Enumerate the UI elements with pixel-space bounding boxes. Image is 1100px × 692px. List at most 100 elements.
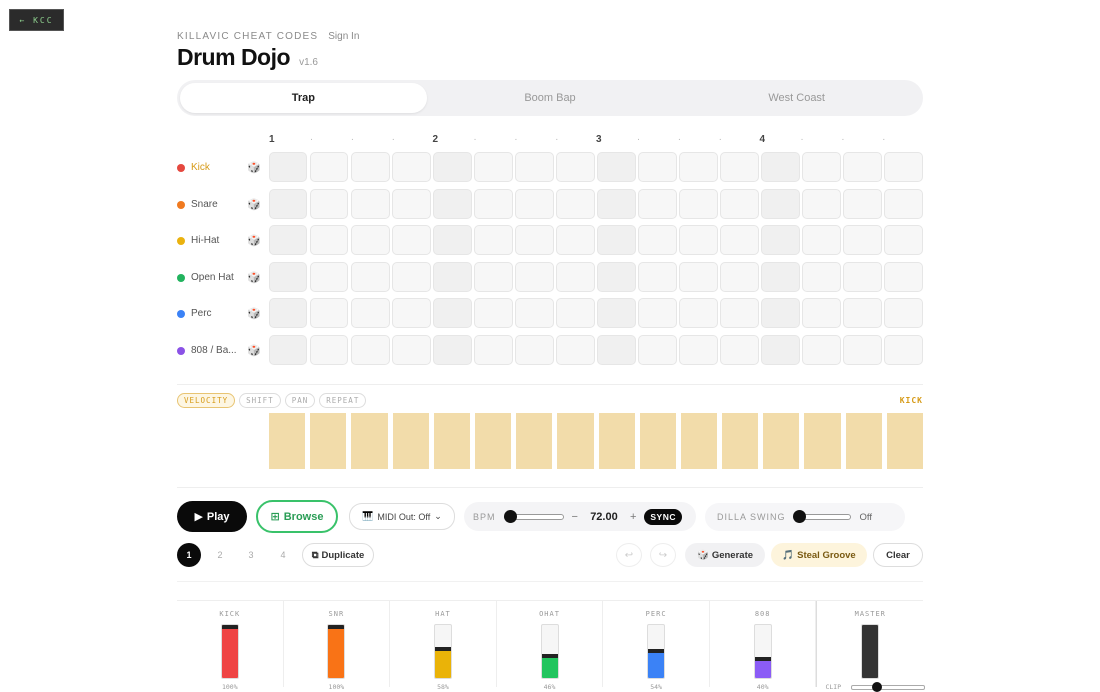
velocity-bar[interactable] [639,413,676,469]
step-cell[interactable] [515,152,554,182]
step-cell[interactable] [556,298,595,329]
step-cell[interactable] [679,261,718,292]
step-cell[interactable] [802,188,841,219]
velocity-bar[interactable] [845,413,882,469]
step-cell[interactable] [310,334,349,365]
step-cell[interactable] [474,152,513,182]
step-cell[interactable] [884,334,923,365]
step-cell[interactable] [720,152,759,182]
pattern-4-button[interactable]: 4 [280,550,286,560]
step-cell[interactable] [392,261,431,292]
lane-tab-repeat[interactable]: REPEAT [319,393,367,408]
track-name[interactable]: Hi-Hat [191,235,220,247]
velocity-bar[interactable] [433,413,470,469]
velocity-bar[interactable] [804,413,841,469]
dice-icon[interactable]: 🎲 [247,198,261,211]
step-cell[interactable] [761,188,800,219]
channel-fader[interactable] [753,624,772,679]
step-cell[interactable] [269,334,308,365]
step-cell[interactable] [310,188,349,219]
step-cell[interactable] [474,188,513,219]
velocity-bar[interactable] [557,413,594,469]
fader-cap[interactable] [434,647,451,652]
track-name[interactable]: Snare [191,198,218,210]
back-button[interactable]: ← KCC [9,9,64,31]
step-cell[interactable] [474,261,513,292]
step-cell[interactable] [556,225,595,256]
velocity-bar[interactable] [763,413,800,469]
step-cell[interactable] [761,334,800,365]
step-cell[interactable] [433,298,472,329]
dice-icon[interactable]: 🎲 [247,235,261,248]
play-button[interactable]: ▶ Play [177,501,247,532]
step-cell[interactable] [351,261,390,292]
lane-tab-pan[interactable]: PAN [284,393,316,408]
step-cell[interactable] [392,225,431,256]
step-cell[interactable] [392,188,431,219]
swing-slider[interactable] [792,510,851,523]
step-cell[interactable] [556,261,595,292]
tab-west-coast[interactable]: West Coast [768,92,825,104]
step-cell[interactable] [597,152,636,182]
master-slider-knob[interactable] [872,682,883,692]
step-cell[interactable] [433,225,472,256]
step-cell[interactable] [638,152,677,182]
velocity-bar[interactable] [886,413,923,469]
master-slider[interactable] [851,682,926,692]
dice-icon[interactable]: 🎲 [247,271,261,284]
step-cell[interactable] [433,188,472,219]
step-cell[interactable] [269,188,308,219]
midi-out-select[interactable]: 🎹 MIDI Out: Off ⌄ [349,503,455,530]
step-cell[interactable] [515,225,554,256]
step-cell[interactable] [761,225,800,256]
fader-cap[interactable] [754,656,771,661]
channel-fader[interactable] [220,624,239,679]
fader-cap[interactable] [541,653,558,658]
velocity-bar[interactable] [310,413,347,469]
undo-button[interactable]: ↩ [616,543,642,567]
lane-tab-velocity[interactable]: VELOCITY [177,393,236,408]
step-cell[interactable] [597,225,636,256]
step-cell[interactable] [679,298,718,329]
tab-trap[interactable]: Trap [180,83,427,113]
step-cell[interactable] [269,152,308,182]
fader-cap[interactable] [648,649,665,654]
track-name[interactable]: Open Hat [191,271,234,283]
duplicate-button[interactable]: ⧉ Duplicate [302,543,374,567]
step-cell[interactable] [597,188,636,219]
step-cell[interactable] [392,152,431,182]
browse-button[interactable]: ⊞ Browse [256,500,338,533]
step-cell[interactable] [679,334,718,365]
pattern-1-button[interactable]: 1 [177,543,201,567]
bpm-slider[interactable] [503,509,564,523]
channel-fader[interactable] [647,624,666,679]
step-cell[interactable] [843,298,882,329]
step-cell[interactable] [515,298,554,329]
fader-cap[interactable] [221,625,238,629]
step-cell[interactable] [310,261,349,292]
track-name[interactable]: Kick [191,162,210,173]
step-cell[interactable] [392,298,431,329]
step-cell[interactable] [433,334,472,365]
track-name[interactable]: Perc [191,308,212,320]
step-cell[interactable] [310,152,349,182]
velocity-bar[interactable] [269,413,306,469]
step-cell[interactable] [720,334,759,365]
lane-tab-shift[interactable]: SHIFT [239,393,281,408]
sync-button[interactable]: SYNC [644,508,683,525]
step-cell[interactable] [515,188,554,219]
step-cell[interactable] [597,334,636,365]
step-cell[interactable] [597,261,636,292]
step-cell[interactable] [884,152,923,182]
step-cell[interactable] [720,261,759,292]
pattern-2-button[interactable]: 2 [217,550,223,560]
step-cell[interactable] [884,261,923,292]
clear-button[interactable]: Clear [873,543,923,567]
pattern-3-button[interactable]: 3 [248,550,254,560]
step-cell[interactable] [515,334,554,365]
generate-button[interactable]: 🎲 Generate [685,543,765,567]
step-cell[interactable] [884,225,923,256]
step-cell[interactable] [843,188,882,219]
step-cell[interactable] [843,225,882,256]
step-cell[interactable] [802,225,841,256]
